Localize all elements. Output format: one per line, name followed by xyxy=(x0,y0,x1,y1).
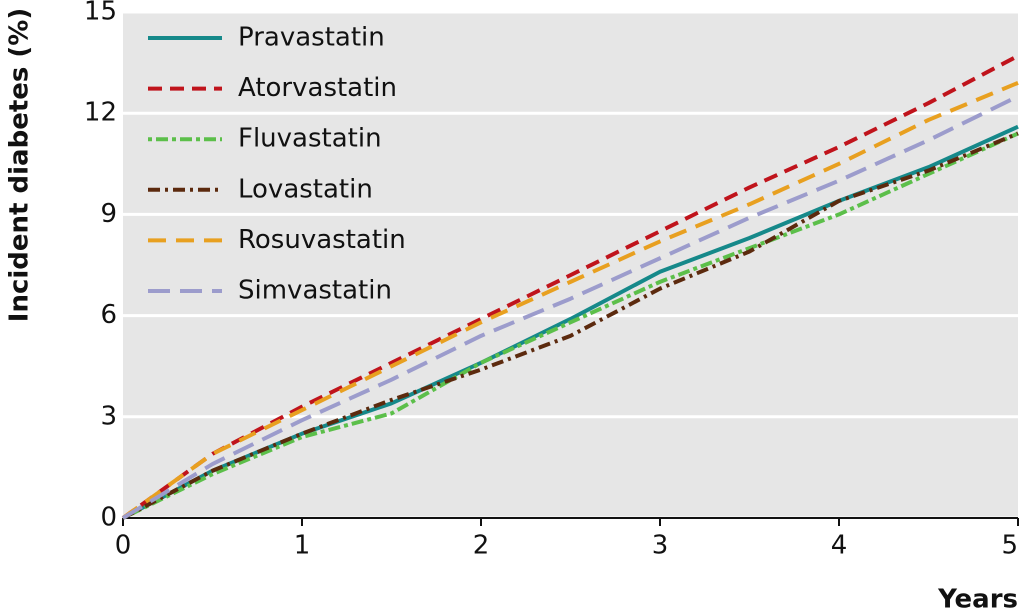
x-axis-label: Years xyxy=(937,585,1018,615)
y-axis-label: Incident diabetes (%) xyxy=(5,8,35,322)
legend-label: Rosuvastatin xyxy=(238,225,406,255)
x-tick-label: 0 xyxy=(115,531,132,561)
series-line xyxy=(122,131,1019,520)
series-line xyxy=(121,54,1019,520)
x-tick-label: 5 xyxy=(1001,531,1018,561)
legend-label: Lovastatin xyxy=(238,174,373,204)
legend-label: Pravastatin xyxy=(238,23,385,53)
series-line xyxy=(122,124,1019,520)
series-line xyxy=(121,80,1019,520)
y-tick-label: 3 xyxy=(100,401,117,431)
x-tick-label: 4 xyxy=(831,531,848,561)
y-tick-label: 0 xyxy=(100,503,117,533)
y-tick-label: 12 xyxy=(84,98,117,128)
legend-label: Atorvastatin xyxy=(238,73,397,103)
y-tick-label: 9 xyxy=(100,199,117,229)
series-line xyxy=(122,131,1019,520)
y-tick-label: 15 xyxy=(84,0,117,27)
x-tick-label: 3 xyxy=(652,531,669,561)
x-tick-label: 1 xyxy=(294,531,311,561)
x-tick-label: 2 xyxy=(473,531,490,561)
series-line xyxy=(121,94,1019,520)
legend-label: Fluvastatin xyxy=(238,124,382,154)
y-tick-label: 6 xyxy=(100,300,117,330)
legend-label: Simvastatin xyxy=(238,276,392,306)
